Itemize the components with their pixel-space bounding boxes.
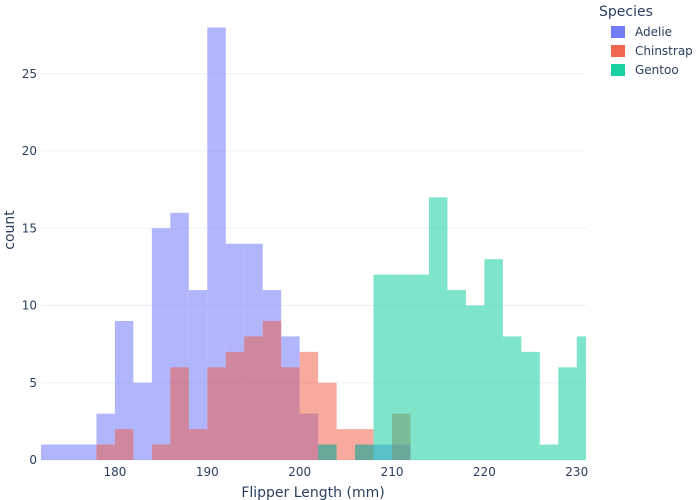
x-tick-label: 190 <box>196 465 219 479</box>
y-axis-title: count <box>2 210 18 250</box>
y-tick-label: 10 <box>22 299 37 313</box>
histogram-bar[interactable] <box>133 382 152 460</box>
histogram-bar[interactable] <box>299 351 319 460</box>
histogram-bar[interactable] <box>465 305 485 460</box>
histogram-bar[interactable] <box>336 429 356 460</box>
histogram-bar[interactable] <box>114 320 134 460</box>
legend-swatch <box>611 63 625 76</box>
histogram-bar[interactable] <box>225 351 245 460</box>
histogram-bar[interactable] <box>151 228 171 460</box>
legend-swatch <box>611 25 625 38</box>
histogram-bar[interactable] <box>318 444 337 460</box>
legend-item-adelie[interactable]: Adelie <box>599 22 693 41</box>
histogram-bar[interactable] <box>96 444 115 460</box>
legend-item-chinstrap[interactable]: Chinstrap <box>599 41 693 60</box>
histogram-bar[interactable] <box>114 429 134 460</box>
histogram-bar[interactable] <box>373 274 393 460</box>
legend-label: Adelie <box>635 24 673 39</box>
histogram-bar[interactable] <box>502 336 522 460</box>
series-gentoo <box>318 197 586 460</box>
histogram-bar[interactable] <box>77 444 97 460</box>
histogram-bar[interactable] <box>355 444 374 460</box>
histogram-bar[interactable] <box>207 367 226 460</box>
legend-label: Chinstrap <box>635 43 693 58</box>
histogram-bar[interactable] <box>41 444 60 460</box>
y-tick-label: 20 <box>22 144 37 158</box>
legend-items: Adelie Chinstrap Gentoo <box>599 22 693 79</box>
legend-item-gentoo[interactable]: Gentoo <box>599 60 693 79</box>
histogram-bar[interactable] <box>392 274 411 460</box>
x-tick-label: 200 <box>288 465 311 479</box>
x-tick-label: 220 <box>473 465 496 479</box>
histogram-bar[interactable] <box>318 382 337 460</box>
y-axis-ticks: 0 5 10 15 20 25 <box>22 67 37 467</box>
x-tick-label: 180 <box>103 465 126 479</box>
histogram-bar[interactable] <box>170 367 189 460</box>
histogram-bar[interactable] <box>188 290 208 460</box>
histogram-bars <box>41 27 586 461</box>
y-tick-label: 5 <box>29 376 37 390</box>
histogram-bar[interactable] <box>558 367 577 460</box>
histogram-bar[interactable] <box>262 320 282 460</box>
x-tick-label: 230 <box>565 465 588 479</box>
legend-label: Gentoo <box>635 62 679 77</box>
histogram-bar[interactable] <box>428 197 448 460</box>
histogram-bar[interactable] <box>188 429 208 460</box>
legend-swatch <box>611 44 625 57</box>
histogram-bar[interactable] <box>59 444 78 460</box>
histogram-bar[interactable] <box>447 290 466 460</box>
histogram-bar[interactable] <box>410 274 429 460</box>
histogram-bar[interactable] <box>539 444 559 460</box>
histogram-bar[interactable] <box>151 444 171 460</box>
histogram-bar[interactable] <box>576 336 586 460</box>
y-tick-label: 15 <box>22 221 37 235</box>
histogram-bar[interactable] <box>207 27 226 461</box>
x-tick-label: 210 <box>381 465 404 479</box>
y-tick-label: 0 <box>29 453 37 467</box>
x-axis-title: Flipper Length (mm) <box>241 485 384 500</box>
y-tick-label: 25 <box>22 67 37 81</box>
histogram-bar[interactable] <box>484 259 503 460</box>
histogram-bar[interactable] <box>281 367 300 460</box>
series-chinstrap <box>96 320 411 460</box>
histogram-bar[interactable] <box>521 351 540 460</box>
histogram-bar[interactable] <box>244 336 263 460</box>
legend-title: Species <box>599 4 653 20</box>
legend: Species Adelie Chinstrap Gentoo <box>599 4 693 79</box>
x-axis-ticks: 180 190 200 210 220 230 <box>103 465 588 479</box>
